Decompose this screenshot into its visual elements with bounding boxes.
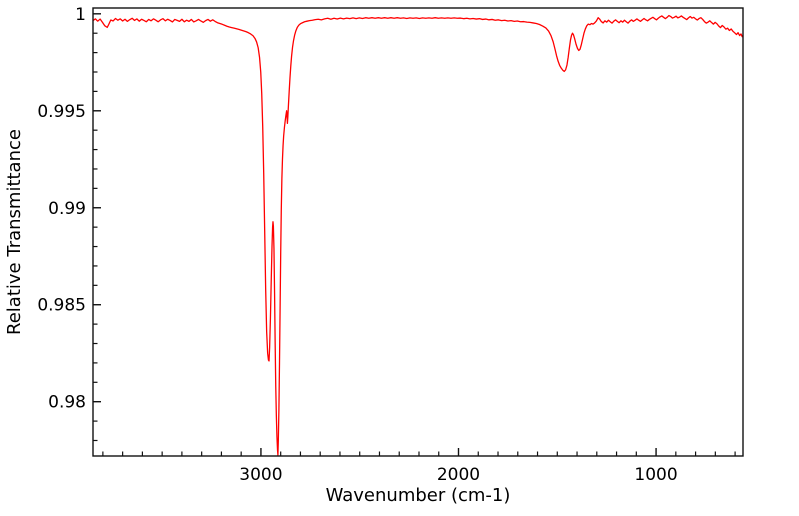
y-tick-label: 1 (75, 5, 86, 25)
plot-frame (92, 7, 744, 457)
axis-tick-labels: 3000 2000 1000 1 0.995 0.99 0.985 0.98 (37, 5, 677, 485)
spectrum-line-layer (93, 14, 743, 456)
y-tick-label: 0.995 (37, 102, 86, 122)
y-axis-title: Relative Transmittance (4, 129, 25, 335)
x-tick-label: 2000 (437, 465, 480, 485)
x-tick-label: 1000 (634, 465, 677, 485)
y-tick-label: 0.98 (48, 393, 86, 413)
y-tick-label: 0.99 (48, 199, 86, 219)
spectrum-line (93, 14, 743, 456)
x-tick-label: 3000 (239, 465, 282, 485)
x-axis-title: Wavenumber (cm-1) (326, 485, 511, 506)
y-tick-label: 0.985 (37, 296, 86, 316)
axis-ticks (93, 13, 736, 456)
